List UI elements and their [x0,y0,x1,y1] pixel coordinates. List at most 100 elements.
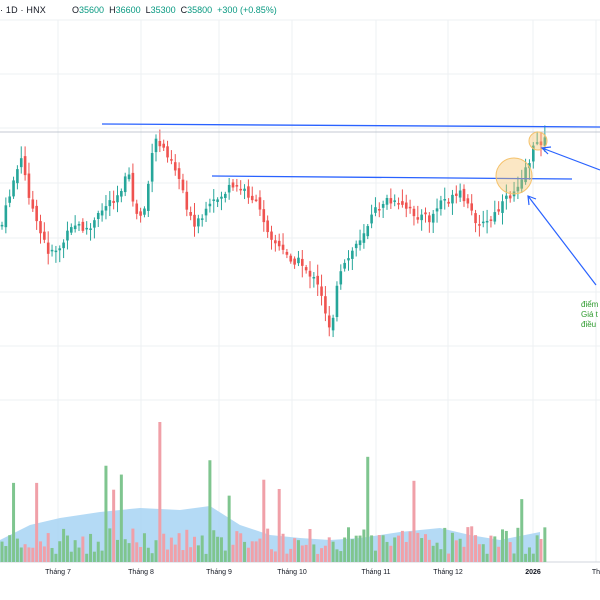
volume-bar [524,553,528,562]
candle-body [389,198,393,204]
candle-body [31,199,35,209]
candle-body [331,317,335,331]
candle-body [335,285,339,318]
volume-bar [154,540,158,562]
pointer-arrow-1 [541,147,600,171]
candle-body [239,188,242,191]
candle-body [474,213,477,224]
volume-bar [31,547,35,562]
volume-bar [219,537,223,562]
candle-body [224,193,227,198]
volume-bar [89,533,93,562]
candle-body [250,195,254,201]
volume-bar [177,533,181,562]
candle-body [497,209,500,212]
volume-bar [293,538,297,562]
candle-body [312,276,316,279]
ohlc-high-value: 36600 [115,5,141,15]
volume-bar [447,553,451,562]
volume-bar [543,527,547,562]
volume-bar [200,535,204,562]
volume-bar [450,532,454,562]
volume-bar [535,535,539,562]
candle-body [458,190,462,198]
candle-body [170,159,173,161]
volume-bar [235,531,239,562]
candle-body [270,231,273,240]
candle-body [431,213,435,223]
volume-bar [370,535,374,562]
volume-bar [173,544,177,562]
volume-bar [185,529,189,562]
volume-bar [196,545,200,562]
volume-bar [15,538,19,562]
ohlc-low-value: 35300 [150,5,176,15]
pointer-arrowhead-2 [527,195,537,206]
volume-bar [123,539,127,562]
candle-body [381,204,385,208]
candle-body [185,191,189,210]
candle-body [154,138,158,153]
volume-bar [150,553,154,562]
candle-body [116,195,119,203]
candle-body [385,197,389,205]
candle-body [408,206,412,209]
volume-bar [146,547,150,562]
volume-bar [427,539,431,562]
candle-body [412,208,416,217]
volume-bar [46,533,50,562]
volume-bar [266,528,270,562]
candle-body [428,215,431,223]
candle-body [12,180,15,197]
pointer-arrow-2 [527,195,597,286]
ohlc-open-key: O [72,5,80,15]
volume-bar [12,482,16,562]
candle-body [89,228,92,230]
volume-bar [212,530,216,562]
candle-body [216,199,219,202]
candle-body [258,197,262,210]
candle-body [347,258,350,261]
volume-bar [104,465,108,562]
volume-bar [208,460,212,562]
retest-highlight [528,131,548,151]
volume-bar [270,549,273,562]
volume-bar [420,538,424,562]
candle-body [370,214,373,224]
volume-bar [42,546,46,562]
candle-body [177,168,181,179]
candle-body [320,286,323,296]
x-tick-label: Th [592,569,600,576]
volume-bar [27,547,31,562]
volume-bar [520,499,524,562]
candle-body [443,199,447,201]
candle-body [327,315,331,328]
candlesticks [0,125,547,338]
candle-body [532,145,535,162]
volume-bar [142,533,146,562]
volume-bar [320,548,324,562]
volume-bar [135,542,139,562]
volume-bar [193,536,196,562]
volume-bar [497,546,501,562]
volume-bar [4,546,8,562]
volume-bar [258,538,262,562]
candle-body [147,183,150,211]
candle-body [73,225,77,230]
candle-body [139,211,142,216]
volume-bar [300,545,304,562]
candle-body [227,184,231,193]
volume-bar [8,535,12,562]
candle-body [351,250,354,259]
volume-bar [108,528,112,562]
volume-bar [254,541,258,562]
volume-bar [262,479,266,562]
volume-bar [485,553,489,562]
chart-header: · 1D · HNX O 35600 H 36600 L 35300 C 358… [0,3,277,17]
volume-bar [239,533,243,562]
price-change: +300 (+0.85%) [217,5,277,15]
volume-bar [323,545,327,562]
candle-body [354,243,358,249]
candle-body [297,257,300,264]
